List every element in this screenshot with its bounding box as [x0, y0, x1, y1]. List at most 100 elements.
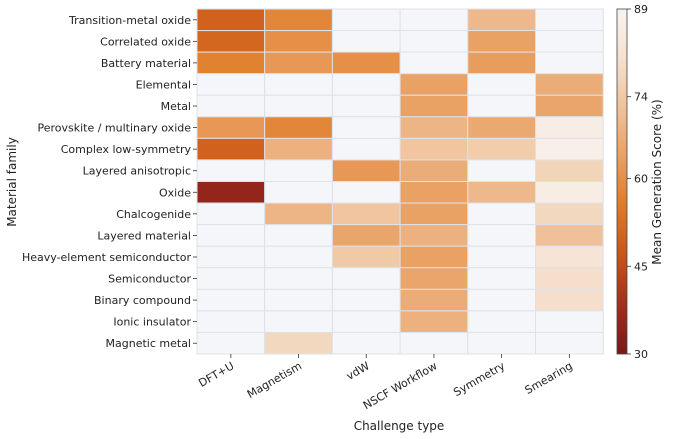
- y-tick-label: Layered material: [97, 229, 191, 242]
- heatmap-cell: [331, 8, 401, 32]
- heatmap-cell: [467, 331, 536, 355]
- colorbar-label: Mean Generation Score (%): [650, 99, 664, 264]
- x-tick-label: Smearing: [523, 359, 575, 397]
- heatmap-cell: [467, 51, 536, 75]
- colorbar-ticks: 30 45 60 74 89: [627, 3, 648, 361]
- heatmap-cell: [467, 159, 536, 182]
- heatmap-cell: [535, 181, 604, 204]
- heatmap-cell: [535, 137, 604, 161]
- heatmap-cell: [399, 51, 469, 75]
- heatmap-cell: [264, 245, 333, 269]
- heatmap-cell: [196, 137, 266, 161]
- heatmap-cell: [196, 310, 266, 333]
- heatmap-cell: [331, 310, 401, 333]
- heatmap-cell: [535, 8, 604, 32]
- heatmap-cell: [467, 267, 536, 290]
- heatmap-cell: [399, 159, 469, 182]
- y-tick-label: Heavy-element semiconductor: [22, 251, 191, 264]
- heatmap-cell: [399, 30, 469, 53]
- y-tick-label: Ionic insulator: [113, 316, 191, 329]
- y-tick-label: Semiconductor: [108, 273, 191, 286]
- heatmap-cell: [196, 94, 266, 118]
- heatmap-cell: [331, 73, 401, 96]
- heatmap-cell: [399, 116, 469, 139]
- heatmap-cell: [264, 30, 333, 53]
- heatmap-cell: [535, 267, 604, 290]
- heatmap-cell: [467, 73, 536, 96]
- heatmap-cell: [331, 181, 401, 204]
- x-tick-label: vdW: [344, 359, 372, 383]
- y-tick-label: Magnetic metal: [106, 337, 191, 350]
- colorbar-tick-label: 60: [634, 173, 648, 186]
- heatmap-cell: [331, 159, 401, 182]
- y-tick-label: Complex low-symmetry: [61, 143, 192, 156]
- heatmap-cell: [264, 267, 333, 290]
- heatmap-cell: [196, 245, 266, 269]
- heatmap-cell: [467, 202, 536, 226]
- colorbar: 30 45 60 74 89 Mean Generation Score (%): [616, 3, 664, 361]
- heatmap-cell: [196, 331, 266, 355]
- heatmap-cell: [467, 8, 536, 32]
- x-tick-label: DFT+U: [196, 359, 236, 390]
- y-tick-label: Battery material: [101, 57, 191, 70]
- heatmap-cell: [331, 116, 401, 139]
- heatmap-cell: [196, 224, 266, 247]
- heatmap-cell: [399, 181, 469, 204]
- heatmap-cell: [264, 8, 333, 32]
- y-tick-label: Transition-metal oxide: [68, 14, 191, 27]
- y-tick-label: Elemental: [136, 78, 191, 91]
- heatmap-cell: [264, 310, 333, 333]
- y-tick-label: Correlated oxide: [100, 35, 191, 48]
- heatmap-cell: [535, 30, 604, 53]
- heatmap-cell: [264, 181, 333, 204]
- heatmap-cell: [264, 202, 333, 226]
- heatmap-cell: [196, 159, 266, 182]
- heatmap-cell: [535, 51, 604, 75]
- colorbar-tick-label: 30: [634, 348, 648, 361]
- heatmap-cell: [535, 202, 604, 226]
- heatmap-cell: [467, 310, 536, 333]
- heatmap-cell: [467, 288, 536, 312]
- heatmap-cell: [535, 159, 604, 182]
- heatmap-cell: [467, 245, 536, 269]
- heatmap-cell: [264, 159, 333, 182]
- colorbar-tick-label: 89: [634, 3, 648, 16]
- heatmap-cell: [196, 51, 266, 75]
- heatmap-cell: [535, 94, 604, 118]
- heatmap-cell: [331, 267, 401, 290]
- heatmap-cell: [331, 245, 401, 269]
- heatmap-cell: [264, 137, 333, 161]
- x-axis-label: Challenge type: [354, 419, 445, 433]
- heatmap-cell: [196, 267, 266, 290]
- heatmap-cell: [331, 30, 401, 53]
- heatmap-cell: [467, 181, 536, 204]
- heatmap-cell: [264, 331, 333, 355]
- heatmap-cell: [399, 331, 469, 355]
- heatmap-cell: [331, 224, 401, 247]
- heatmap-cell: [467, 94, 536, 118]
- heatmap-cell: [535, 310, 604, 333]
- y-tick-label: Perovskite / multinary oxide: [37, 122, 191, 135]
- heatmap-cell: [331, 202, 401, 226]
- heatmap-cell: [535, 73, 604, 96]
- colorbar-gradient: [616, 8, 628, 355]
- heatmap-cell: [399, 267, 469, 290]
- heatmap-cell: [399, 73, 469, 96]
- heatmap-cells: [196, 8, 604, 355]
- heatmap-cell: [535, 331, 604, 355]
- heatmap-cell: [196, 73, 266, 96]
- heatmap-cell: [535, 116, 604, 139]
- x-tick-label: Symmetry: [451, 359, 507, 399]
- heatmap-cell: [196, 181, 266, 204]
- heatmap-cell: [331, 137, 401, 161]
- y-tick-label: Chalcogenide: [116, 208, 191, 221]
- y-tick-labels: Transition-metal oxide Correlated oxide Ba…: [22, 14, 197, 350]
- heatmap-cell: [264, 288, 333, 312]
- heatmap-cell: [399, 137, 469, 161]
- heatmap-cell: [264, 94, 333, 118]
- heatmap-cell: [331, 331, 401, 355]
- heatmap-cell: [399, 202, 469, 226]
- heatmap-cell: [196, 8, 266, 32]
- heatmap-cell: [535, 245, 604, 269]
